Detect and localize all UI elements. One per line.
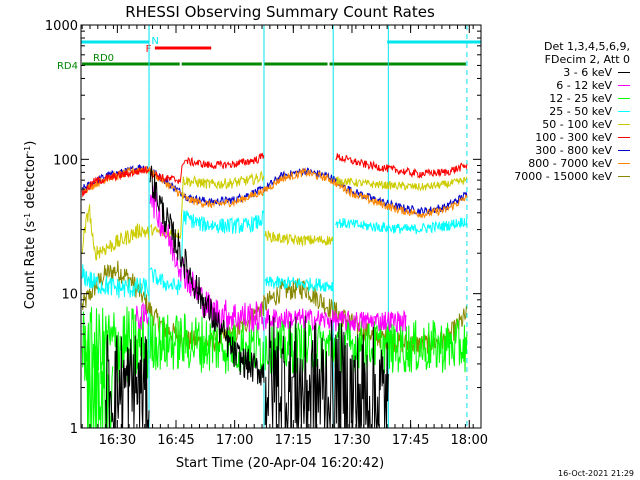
series-line — [264, 308, 407, 333]
legend: Det 1,3,4,5,6,9, FDecim 2, Att 0 3 - 6 k… — [514, 40, 630, 183]
x-tick-label: 17:45 — [392, 433, 429, 448]
series-line — [264, 276, 334, 293]
series-line — [149, 171, 265, 240]
legend-entry: 25 - 50 keV — [514, 105, 630, 118]
series-line — [81, 165, 468, 219]
legend-swatch — [618, 98, 630, 99]
legend-swatch — [618, 85, 630, 86]
x-tick-label: 18:00 — [451, 433, 488, 448]
y-tick-label: 10 — [61, 288, 78, 303]
series-line — [264, 315, 389, 429]
legend-label: 100 - 300 keV — [535, 131, 612, 144]
x-tick-label: 16:45 — [157, 433, 194, 448]
series-lines — [81, 152, 468, 429]
legend-label: 12 - 25 keV — [549, 92, 612, 105]
series-line — [149, 185, 265, 332]
flag-label-rd0: RD0 — [93, 53, 114, 64]
legend-swatch — [618, 176, 630, 177]
y-axis-label: Count Rate (s-1 detector-1) — [23, 141, 39, 310]
series-line — [264, 229, 334, 248]
flag-label-n: N — [151, 36, 158, 47]
y-tick-label: 1000 — [45, 19, 78, 34]
legend-swatch — [618, 163, 630, 164]
x-tick-label: 17:30 — [333, 433, 370, 448]
series-line — [84, 330, 114, 429]
plot-frame — [80, 24, 482, 429]
axis-ticks: 16:30 16:45 17:00 17:15 17:30 17:45 18:00 1 10 10… — [45, 19, 488, 448]
series-line — [81, 264, 150, 299]
legend-header-decimation: FDecim 2, Att 0 — [544, 53, 630, 66]
series-line — [335, 176, 468, 192]
series-line — [335, 153, 468, 179]
legend-swatch — [618, 124, 630, 125]
x-tick-label: 17:15 — [275, 433, 312, 448]
legend-entry: 3 - 6 keV — [514, 66, 630, 79]
legend-entry: 100 - 300 keV — [514, 131, 630, 144]
y-tick-label: 1 — [70, 422, 78, 437]
legend-swatch — [618, 137, 630, 138]
legend-entry: 800 - 7000 keV — [514, 157, 630, 170]
series-line — [81, 306, 150, 385]
legend-entry: 300 - 800 keV — [514, 144, 630, 157]
series-line — [149, 210, 265, 296]
legend-label: 3 - 6 keV — [563, 66, 612, 79]
x-axis-label: Start Time (20-Apr-04 16:20:42) — [176, 456, 384, 471]
legend-entry: 12 - 25 keV — [514, 92, 630, 105]
legend-header-detectors: Det 1,3,4,5,6,9, — [543, 40, 630, 53]
x-tick-label: 17:00 — [216, 433, 253, 448]
legend-label: 6 - 12 keV — [556, 79, 612, 92]
legend-label: 7000 - 15000 keV — [514, 170, 612, 183]
series-line — [149, 152, 265, 184]
legend-entry: 6 - 12 keV — [514, 79, 630, 92]
flag-label-rd4: RD4 — [57, 61, 78, 72]
series-line — [81, 204, 150, 261]
series-line — [81, 166, 150, 198]
legend-label: 50 - 100 keV — [542, 118, 612, 131]
x-tick-label: 16:30 — [99, 433, 136, 448]
legend-label: 25 - 50 keV — [549, 105, 612, 118]
legend-entry: 7000 - 15000 keV — [514, 170, 630, 183]
series-line — [105, 334, 150, 429]
timestamp: 16-Oct-2021 21:29 — [558, 469, 634, 478]
series-line — [135, 302, 149, 330]
legend-label: 300 - 800 keV — [535, 144, 612, 157]
series-line — [264, 319, 468, 374]
legend-entry: 50 - 100 keV — [514, 118, 630, 131]
legend-swatch — [618, 150, 630, 151]
series-line — [149, 165, 265, 386]
chart-title: RHESSI Observing Summary Count Rates — [125, 3, 435, 21]
legend-swatch — [618, 111, 630, 112]
series-line — [335, 216, 468, 235]
legend-label: 800 - 7000 keV — [528, 157, 612, 170]
y-tick-label: 100 — [53, 153, 78, 168]
legend-swatch — [618, 72, 630, 73]
